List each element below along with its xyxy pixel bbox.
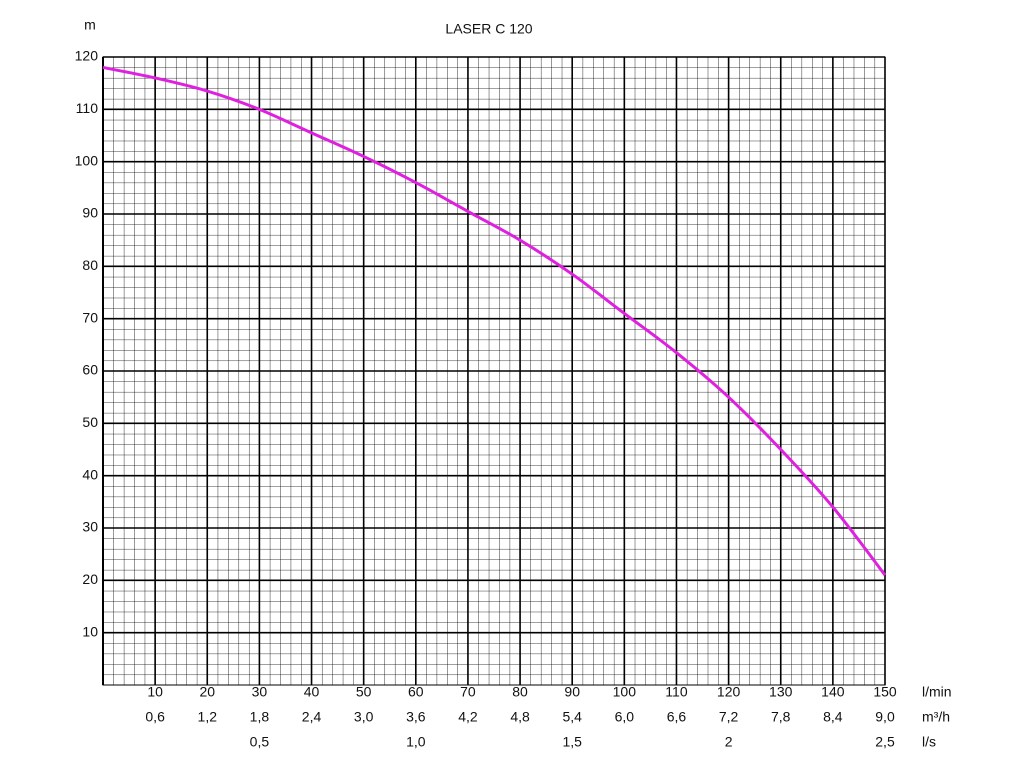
y-tick-label: 50 bbox=[82, 414, 98, 430]
x-tick-label: 30 bbox=[252, 684, 268, 700]
x3-tick-label: 1,0 bbox=[406, 734, 426, 750]
x2-tick-label: 6,0 bbox=[615, 709, 635, 725]
curve bbox=[102, 65, 887, 577]
y-axis-label: m bbox=[84, 17, 96, 33]
x3-tick-label: 0,5 bbox=[250, 734, 270, 750]
x-tick-label: 100 bbox=[613, 684, 637, 700]
x-tick-label: 10 bbox=[147, 684, 163, 700]
x-tick-label: 20 bbox=[199, 684, 215, 700]
x2-tick-label: 7,8 bbox=[771, 709, 791, 725]
y-tick-label: 60 bbox=[82, 362, 98, 378]
y-tick-label: 110 bbox=[76, 100, 99, 116]
x2-tick-label: 4,2 bbox=[458, 709, 478, 725]
x-tick-label: 120 bbox=[717, 684, 741, 700]
x2-tick-label: 3,6 bbox=[406, 709, 426, 725]
x2-tick-label: 1,8 bbox=[250, 709, 270, 725]
x2-tick-label: 5,4 bbox=[562, 709, 582, 725]
x-tick-label: 60 bbox=[408, 684, 424, 700]
x2-tick-label: 1,2 bbox=[198, 709, 218, 725]
x2-tick-label: 0,6 bbox=[145, 709, 165, 725]
y-tick-label: 100 bbox=[75, 152, 99, 168]
chart-title: LASER C 120 bbox=[445, 21, 532, 37]
x2-tick-label: 7,2 bbox=[719, 709, 739, 725]
x2-tick-label: 9,0 bbox=[875, 709, 895, 725]
x-tick-label: 150 bbox=[873, 684, 897, 700]
x-tick-label: 40 bbox=[304, 684, 320, 700]
x-tick-label: 110 bbox=[665, 684, 688, 700]
x2-tick-label: 2,4 bbox=[302, 709, 322, 725]
y-tick-label: 20 bbox=[82, 571, 98, 587]
x-tick-label: 130 bbox=[769, 684, 793, 700]
y-tick-label: 70 bbox=[82, 309, 98, 325]
x2-axis-label: m³/h bbox=[922, 709, 950, 725]
x3-tick-label: 2,5 bbox=[875, 734, 895, 750]
x2-tick-label: 3,0 bbox=[354, 709, 374, 725]
y-tick-label: 10 bbox=[82, 623, 98, 639]
x-tick-label: 70 bbox=[460, 684, 476, 700]
x3-tick-label: 1,5 bbox=[562, 734, 582, 750]
x2-tick-label: 6,6 bbox=[667, 709, 687, 725]
y-tick-label: 80 bbox=[82, 257, 98, 273]
x3-tick-label: 2 bbox=[725, 734, 733, 750]
x2-tick-label: 4,8 bbox=[510, 709, 530, 725]
y-tick-label: 120 bbox=[75, 48, 99, 64]
x-tick-label: 140 bbox=[821, 684, 845, 700]
x-tick-label: 80 bbox=[512, 684, 528, 700]
x2-tick-label: 8,4 bbox=[823, 709, 843, 725]
x-axis-label: l/min bbox=[922, 684, 952, 700]
x-tick-label: 90 bbox=[564, 684, 580, 700]
y-tick-label: 90 bbox=[82, 205, 98, 221]
x3-axis-label: l/s bbox=[922, 734, 936, 750]
y-tick-label: 40 bbox=[82, 466, 98, 482]
x-tick-label: 50 bbox=[356, 684, 372, 700]
y-tick-label: 30 bbox=[82, 519, 98, 535]
